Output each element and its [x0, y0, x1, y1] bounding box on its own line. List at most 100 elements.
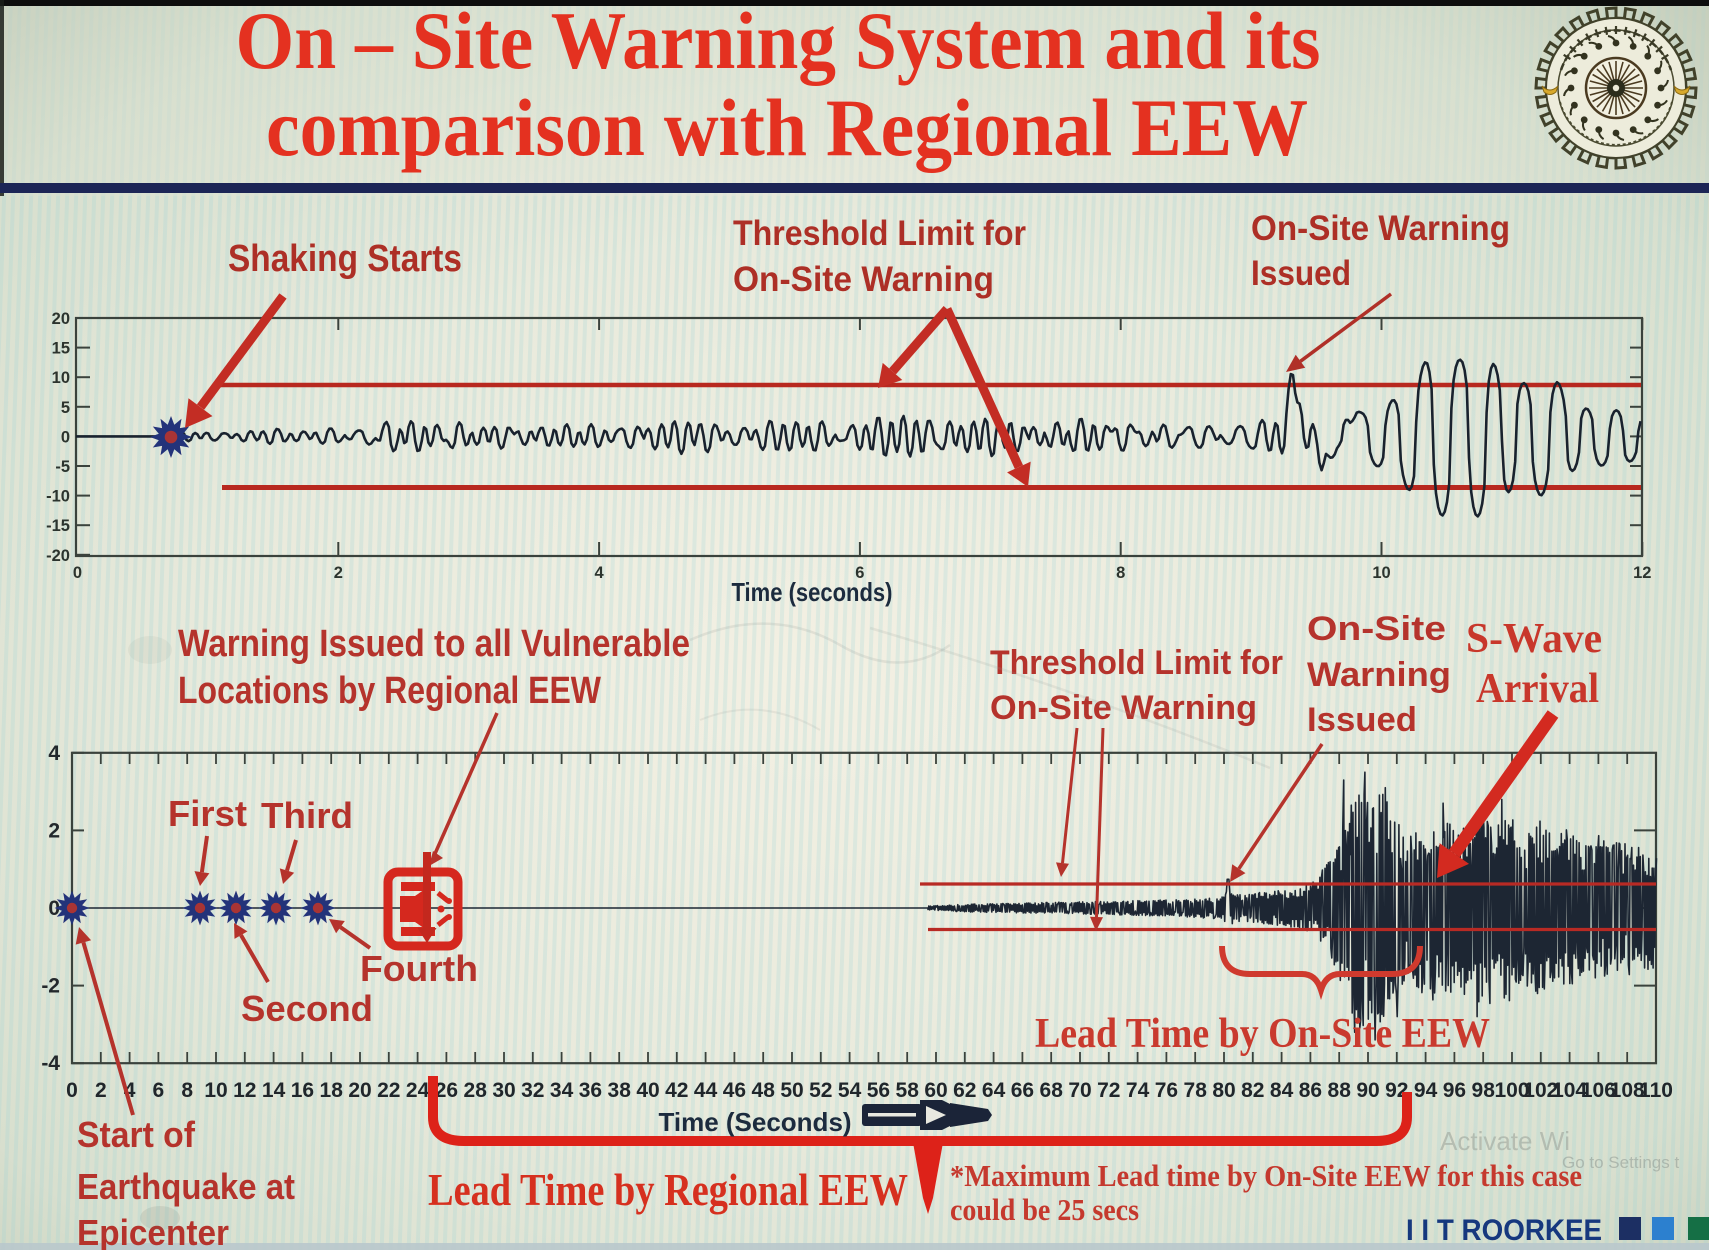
svg-text:Earthquake at: Earthquake at	[77, 1166, 295, 1207]
svg-text:32: 32	[521, 1079, 544, 1102]
svg-text:Issued: Issued	[1251, 254, 1351, 293]
svg-text:On-Site Warning: On-Site Warning	[733, 260, 994, 299]
svg-text:36: 36	[579, 1079, 602, 1102]
svg-text:80: 80	[1212, 1079, 1235, 1102]
svg-text:44: 44	[694, 1079, 718, 1102]
svg-text:0: 0	[61, 428, 70, 446]
svg-text:108: 108	[1610, 1079, 1645, 1102]
svg-text:2: 2	[95, 1079, 107, 1102]
svg-text:Arrival: Arrival	[1476, 666, 1599, 712]
svg-text:40: 40	[636, 1079, 659, 1102]
svg-text:-2: -2	[41, 975, 60, 998]
svg-text:Shaking Starts: Shaking Starts	[228, 238, 462, 280]
svg-text:Time (Seconds): Time (Seconds)	[658, 1107, 851, 1137]
svg-text:-20: -20	[46, 547, 70, 565]
svg-text:24: 24	[406, 1079, 430, 1102]
svg-text:42: 42	[665, 1079, 688, 1102]
svg-text:78: 78	[1184, 1079, 1208, 1102]
svg-text:2: 2	[48, 819, 60, 842]
svg-text:48: 48	[752, 1079, 776, 1102]
svg-text:-15: -15	[46, 517, 70, 535]
svg-text:2: 2	[334, 564, 343, 582]
svg-text:12: 12	[1633, 564, 1651, 582]
svg-text:6: 6	[153, 1079, 165, 1102]
svg-text:66: 66	[1011, 1079, 1034, 1102]
svg-text:First: First	[168, 793, 247, 834]
svg-text:Epicenter: Epicenter	[77, 1212, 229, 1250]
svg-text:46: 46	[723, 1079, 746, 1102]
svg-text:Time (seconds): Time (seconds)	[732, 577, 893, 607]
svg-text:Go to Settings t: Go to Settings t	[1562, 1153, 1679, 1172]
svg-text:On-Site Warning: On-Site Warning	[1251, 209, 1510, 248]
svg-text:-5: -5	[55, 458, 70, 476]
svg-text:38: 38	[608, 1079, 632, 1102]
svg-text:4: 4	[48, 742, 60, 765]
svg-text:34: 34	[550, 1079, 574, 1102]
svg-text:62: 62	[953, 1079, 976, 1102]
svg-text:Threshold Limit for: Threshold Limit for	[733, 214, 1026, 253]
svg-text:102: 102	[1523, 1079, 1558, 1102]
svg-text:-10: -10	[46, 488, 70, 506]
svg-text:98: 98	[1472, 1079, 1496, 1102]
svg-text:76: 76	[1155, 1079, 1178, 1102]
svg-text:8: 8	[181, 1079, 193, 1102]
svg-text:68: 68	[1040, 1079, 1064, 1102]
svg-text:8: 8	[1116, 564, 1125, 582]
svg-text:94: 94	[1414, 1079, 1438, 1102]
svg-text:58: 58	[896, 1079, 920, 1102]
svg-text:12: 12	[233, 1079, 256, 1102]
svg-text:90: 90	[1356, 1079, 1379, 1102]
svg-text:52: 52	[809, 1079, 832, 1102]
svg-text:28: 28	[464, 1079, 488, 1102]
svg-text:26: 26	[435, 1079, 458, 1102]
svg-text:50: 50	[780, 1079, 803, 1102]
svg-text:104: 104	[1552, 1079, 1587, 1102]
svg-text:14: 14	[262, 1079, 286, 1102]
svg-text:Start of: Start of	[77, 1114, 196, 1155]
svg-text:64: 64	[982, 1079, 1006, 1102]
svg-text:Fourth: Fourth	[360, 948, 478, 989]
svg-text:0: 0	[48, 897, 60, 920]
svg-text:Third: Third	[261, 795, 353, 836]
svg-text:84: 84	[1270, 1079, 1294, 1102]
svg-text:On-Site: On-Site	[1307, 610, 1446, 648]
svg-text:0: 0	[66, 1079, 78, 1102]
svg-text:0: 0	[73, 564, 82, 582]
svg-text:10: 10	[1372, 564, 1390, 582]
svg-text:On – Site Warning System and i: On – Site Warning System and its	[236, 0, 1321, 86]
svg-text:10: 10	[204, 1079, 227, 1102]
svg-text:106: 106	[1581, 1079, 1616, 1102]
svg-text:74: 74	[1126, 1079, 1150, 1102]
svg-text:Lead Time by On-Site EEW: Lead Time by On-Site EEW	[1035, 1011, 1490, 1057]
svg-text:16: 16	[291, 1079, 314, 1102]
svg-text:110: 110	[1639, 1079, 1673, 1102]
svg-text:96: 96	[1443, 1079, 1466, 1102]
svg-text:30: 30	[492, 1079, 515, 1102]
svg-text:54: 54	[838, 1079, 862, 1102]
svg-text:Warning: Warning	[1307, 656, 1451, 694]
svg-text:I I T ROORKEE: I I T ROORKEE	[1406, 1214, 1602, 1247]
svg-text:20: 20	[348, 1079, 371, 1102]
svg-text:86: 86	[1299, 1079, 1322, 1102]
svg-text:18: 18	[320, 1079, 344, 1102]
svg-text:20: 20	[52, 310, 70, 328]
svg-text:10: 10	[52, 369, 70, 387]
svg-text:56: 56	[867, 1079, 890, 1102]
svg-text:100: 100	[1494, 1079, 1529, 1102]
svg-text:15: 15	[52, 340, 70, 358]
svg-text:60: 60	[924, 1079, 947, 1102]
svg-text:Threshold Limit for: Threshold Limit for	[990, 644, 1283, 682]
svg-text:72: 72	[1097, 1079, 1120, 1102]
svg-text:Second: Second	[241, 988, 373, 1029]
svg-text:88: 88	[1328, 1079, 1352, 1102]
svg-text:could be 25 secs: could be 25 secs	[950, 1192, 1139, 1227]
svg-text:Warning Issued to all Vulnerab: Warning Issued to all Vulnerable	[178, 623, 690, 665]
svg-text:Lead Time by Regional EEW: Lead Time by Regional EEW	[428, 1164, 908, 1215]
svg-text:6: 6	[855, 564, 864, 582]
svg-text:22: 22	[377, 1079, 400, 1102]
svg-text:70: 70	[1068, 1079, 1091, 1102]
svg-text:-4: -4	[41, 1052, 60, 1075]
svg-text:S-Wave: S-Wave	[1466, 616, 1602, 662]
svg-text:*Maximum Lead time by On-Site: *Maximum Lead time by On-Site EEW for th…	[950, 1158, 1582, 1193]
svg-text:4: 4	[595, 564, 605, 582]
